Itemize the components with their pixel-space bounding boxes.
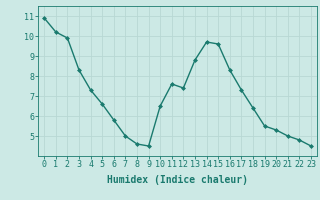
X-axis label: Humidex (Indice chaleur): Humidex (Indice chaleur) <box>107 175 248 185</box>
